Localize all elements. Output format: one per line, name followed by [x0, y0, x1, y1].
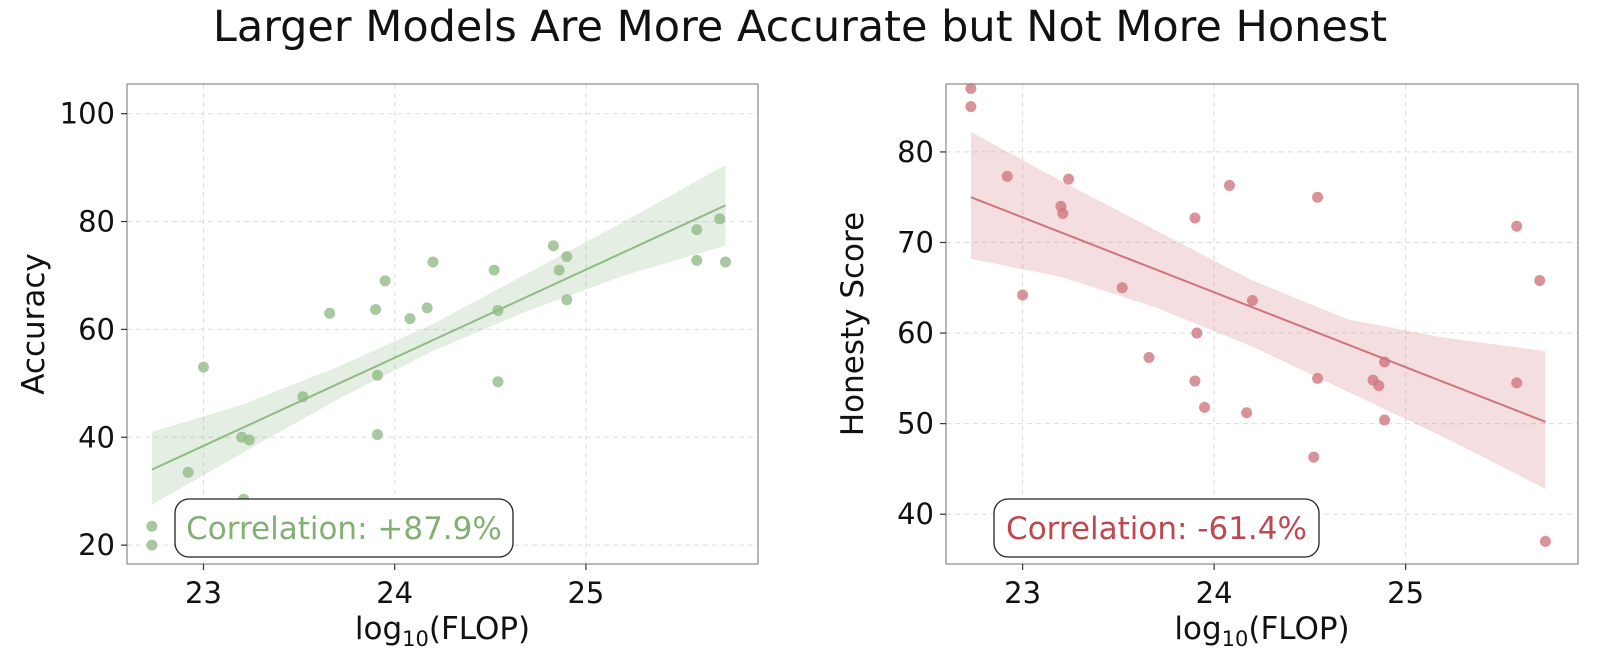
y-tick-label: 100 — [60, 97, 115, 131]
data-point — [1116, 282, 1128, 294]
x-tick-label: 23 — [1004, 576, 1041, 610]
data-point — [1539, 535, 1551, 547]
data-point — [1312, 372, 1324, 384]
x-axis-label-rest: (FLOP) — [429, 611, 530, 647]
data-point — [1001, 170, 1013, 182]
data-point — [146, 520, 158, 532]
correlation-box — [174, 498, 514, 558]
x-tick-label: 24 — [1196, 576, 1233, 610]
plot-frame — [945, 83, 1579, 565]
data-point — [691, 254, 703, 266]
data-point — [404, 313, 416, 325]
x-tick-label: 25 — [567, 576, 604, 610]
x-axis-label-base: log — [1174, 611, 1221, 647]
data-point — [182, 466, 194, 478]
correlation-box — [993, 498, 1320, 558]
data-point — [1191, 327, 1203, 339]
data-point — [492, 305, 504, 317]
data-point — [1017, 289, 1029, 301]
data-point — [1379, 414, 1391, 426]
data-point — [714, 213, 726, 225]
y-tick-label: 40 — [897, 497, 934, 531]
data-point — [1189, 375, 1201, 387]
data-point — [561, 294, 573, 306]
y-axis-label: Accuracy — [16, 253, 52, 395]
data-point — [1199, 401, 1211, 413]
y-tick-label: 40 — [78, 420, 115, 454]
x-axis-label-subscript: 10 — [1222, 627, 1249, 650]
x-tick-label: 23 — [185, 576, 222, 610]
data-point — [1241, 407, 1253, 419]
y-axis-label: Honesty Score — [835, 212, 871, 436]
data-point — [1063, 173, 1075, 185]
data-point — [1057, 208, 1069, 220]
data-point — [965, 101, 977, 113]
regression-line — [151, 204, 726, 471]
data-point — [1534, 275, 1546, 287]
x-axis-label: log10(FLOP) — [1174, 611, 1349, 650]
data-point — [370, 303, 382, 315]
data-point — [324, 307, 336, 319]
confidence-band — [151, 164, 726, 505]
data-point — [492, 376, 504, 388]
correlation-label: Correlation: -61.4% — [1006, 511, 1307, 547]
x-tick-label: 25 — [1387, 576, 1424, 610]
figure-title: Larger Models Are More Accurate but Not … — [212, 2, 1388, 52]
data-point — [1379, 356, 1391, 368]
data-point — [719, 256, 731, 268]
data-point — [197, 361, 209, 373]
regression-line — [970, 196, 1546, 423]
y-tick-label: 20 — [78, 528, 115, 562]
data-point — [379, 275, 391, 287]
data-point — [1511, 377, 1523, 389]
data-point — [553, 264, 565, 276]
plot-frame — [126, 83, 759, 565]
honesty-chart: Correlation: -61.4% 23 24 25 40 50 60 70 80 log10… — [835, 83, 1579, 650]
data-point — [561, 251, 573, 263]
x-axis-label-base: log — [355, 611, 402, 647]
x-axis-label-subscript: 10 — [402, 627, 429, 650]
x-axis-label: log10(FLOP) — [355, 611, 530, 650]
data-point — [371, 369, 383, 381]
data-point — [371, 429, 383, 441]
data-point — [243, 434, 255, 446]
y-tick-label: 70 — [897, 225, 934, 259]
correlation-label: Correlation: +87.9% — [186, 511, 502, 547]
y-tick-label: 80 — [78, 205, 115, 239]
y-tick-label: 60 — [78, 312, 115, 346]
data-point — [547, 240, 559, 252]
data-point — [1143, 352, 1155, 364]
data-point — [1511, 220, 1523, 232]
data-point — [421, 302, 433, 314]
y-tick-label: 60 — [897, 316, 934, 350]
data-point — [427, 256, 439, 268]
data-point — [1312, 191, 1324, 203]
data-point — [1373, 380, 1385, 392]
data-point — [691, 224, 703, 236]
data-point — [1223, 179, 1235, 191]
y-tick-label: 80 — [897, 135, 934, 169]
x-tick-label: 24 — [376, 576, 413, 610]
x-axis-label-rest: (FLOP) — [1248, 611, 1349, 647]
data-point — [1246, 294, 1258, 306]
data-point — [488, 264, 500, 276]
data-point — [1189, 212, 1201, 224]
data-point — [1308, 451, 1320, 463]
data-point — [297, 391, 309, 403]
y-tick-label: 50 — [897, 407, 934, 441]
data-point — [146, 539, 158, 551]
accuracy-chart: Correlation: +87.9% 23 24 25 20 40 60 80 100 log1… — [16, 83, 759, 650]
data-point — [965, 83, 977, 95]
